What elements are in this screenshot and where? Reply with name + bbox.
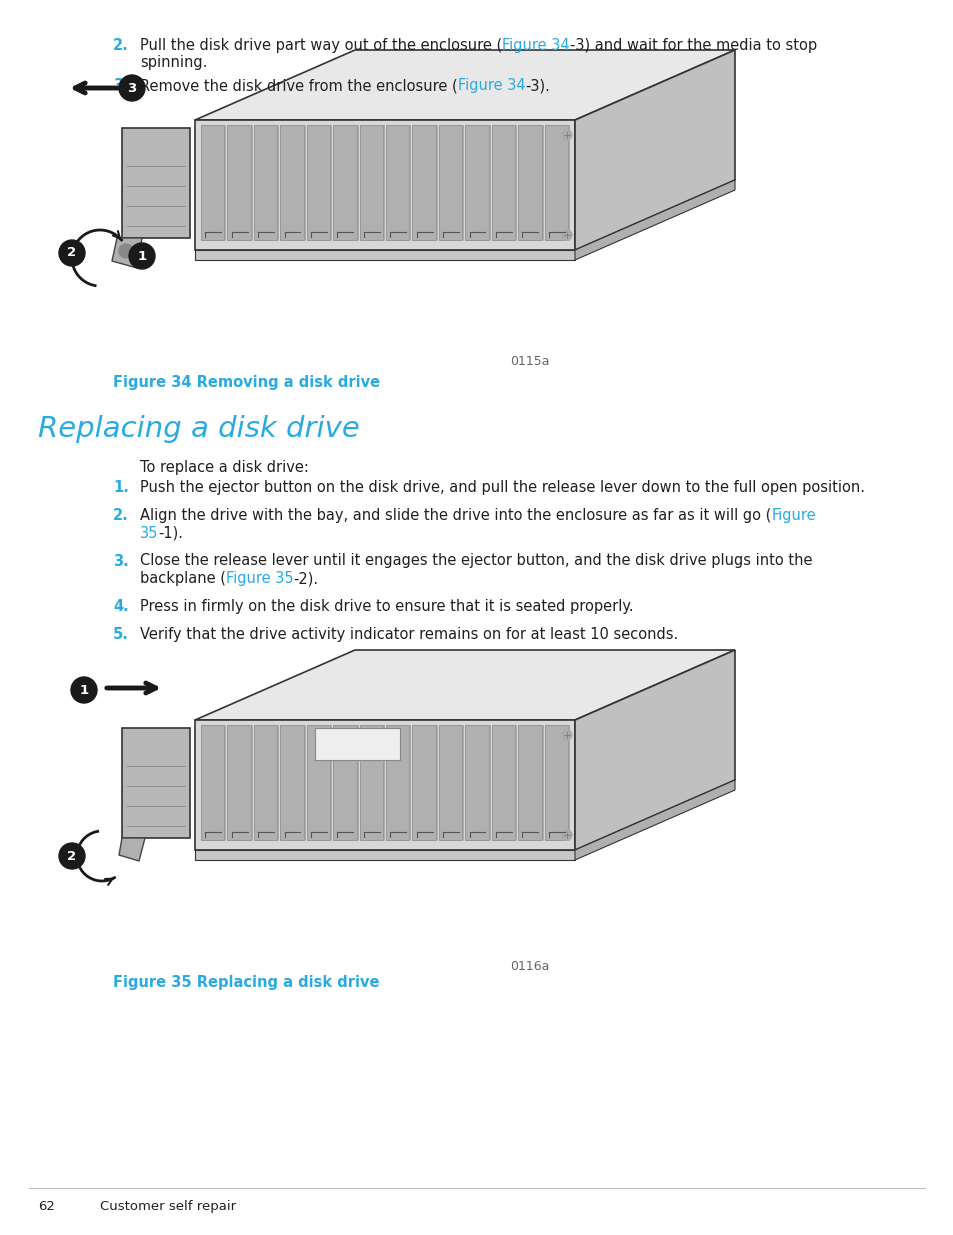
- Polygon shape: [314, 727, 399, 760]
- Text: Close the release lever until it engages the ejector button, and the disk drive : Close the release lever until it engages…: [140, 553, 812, 568]
- Polygon shape: [359, 725, 382, 840]
- Polygon shape: [412, 725, 436, 840]
- Polygon shape: [194, 850, 575, 860]
- Polygon shape: [227, 125, 251, 240]
- Polygon shape: [575, 180, 734, 261]
- Text: 1.: 1.: [112, 480, 129, 495]
- Text: 0116a: 0116a: [510, 960, 549, 973]
- Polygon shape: [575, 49, 734, 249]
- Circle shape: [59, 844, 85, 869]
- Circle shape: [561, 830, 572, 840]
- Polygon shape: [438, 725, 462, 840]
- Text: -3).: -3).: [525, 78, 550, 94]
- Text: 0115a: 0115a: [510, 354, 549, 368]
- Text: Verify that the drive activity indicator remains on for at least 10 seconds.: Verify that the drive activity indicator…: [140, 627, 678, 642]
- Polygon shape: [491, 725, 515, 840]
- Text: 35: 35: [140, 526, 158, 541]
- Text: To replace a disk drive:: To replace a disk drive:: [140, 459, 309, 475]
- Polygon shape: [194, 120, 575, 249]
- Polygon shape: [333, 125, 356, 240]
- Text: -2).: -2).: [294, 571, 318, 585]
- Polygon shape: [575, 650, 734, 850]
- Polygon shape: [491, 125, 515, 240]
- Text: Customer self repair: Customer self repair: [100, 1200, 236, 1213]
- Text: 1: 1: [137, 249, 147, 263]
- Text: 3.: 3.: [112, 78, 129, 94]
- Polygon shape: [253, 125, 277, 240]
- Circle shape: [129, 243, 154, 269]
- Polygon shape: [333, 725, 356, 840]
- Text: Figure 34 Removing a disk drive: Figure 34 Removing a disk drive: [112, 375, 379, 390]
- Circle shape: [561, 130, 572, 140]
- Polygon shape: [575, 781, 734, 860]
- Text: Press in firmly on the disk drive to ensure that it is seated properly.: Press in firmly on the disk drive to ens…: [140, 599, 633, 614]
- Text: -3) and wait for the media to stop: -3) and wait for the media to stop: [569, 38, 816, 53]
- Polygon shape: [194, 49, 734, 120]
- Circle shape: [119, 75, 145, 101]
- Text: 2: 2: [68, 247, 76, 259]
- Text: 3.: 3.: [112, 553, 129, 568]
- Polygon shape: [465, 125, 488, 240]
- Polygon shape: [544, 125, 567, 240]
- Polygon shape: [386, 725, 409, 840]
- Polygon shape: [386, 125, 409, 240]
- Polygon shape: [517, 125, 541, 240]
- Polygon shape: [112, 238, 142, 268]
- Text: 2.: 2.: [112, 38, 129, 53]
- Text: 4.: 4.: [112, 599, 129, 614]
- Polygon shape: [307, 125, 330, 240]
- Polygon shape: [280, 725, 303, 840]
- Polygon shape: [280, 125, 303, 240]
- Polygon shape: [517, 725, 541, 840]
- Text: Figure 34: Figure 34: [457, 78, 525, 94]
- Polygon shape: [201, 725, 224, 840]
- Circle shape: [561, 230, 572, 240]
- Polygon shape: [307, 725, 330, 840]
- Text: 3: 3: [128, 82, 136, 95]
- Text: 2.: 2.: [112, 508, 129, 522]
- Circle shape: [71, 677, 97, 703]
- Text: Replacing a disk drive: Replacing a disk drive: [38, 415, 359, 443]
- Text: Align the drive with the bay, and slide the drive into the enclosure as far as i: Align the drive with the bay, and slide …: [140, 508, 771, 522]
- Text: Figure 35: Figure 35: [226, 571, 294, 585]
- Text: 62: 62: [38, 1200, 55, 1213]
- Polygon shape: [359, 125, 382, 240]
- Polygon shape: [544, 725, 567, 840]
- Polygon shape: [201, 125, 224, 240]
- Text: backplane (: backplane (: [140, 571, 226, 585]
- Polygon shape: [194, 720, 575, 850]
- Polygon shape: [194, 650, 734, 720]
- Polygon shape: [465, 725, 488, 840]
- Text: Pull the disk drive part way out of the enclosure (: Pull the disk drive part way out of the …: [140, 38, 501, 53]
- Text: Figure 34: Figure 34: [501, 38, 569, 53]
- Circle shape: [59, 240, 85, 266]
- Polygon shape: [438, 125, 462, 240]
- Polygon shape: [194, 249, 575, 261]
- Text: Figure 35 Replacing a disk drive: Figure 35 Replacing a disk drive: [112, 974, 379, 990]
- Polygon shape: [227, 725, 251, 840]
- Text: 1: 1: [79, 683, 89, 697]
- Text: Figure: Figure: [771, 508, 815, 522]
- Circle shape: [119, 245, 132, 258]
- Polygon shape: [122, 128, 190, 238]
- Polygon shape: [119, 839, 145, 861]
- Polygon shape: [412, 125, 436, 240]
- Polygon shape: [122, 727, 190, 839]
- Text: Remove the disk drive from the enclosure (: Remove the disk drive from the enclosure…: [140, 78, 457, 94]
- Text: 5.: 5.: [112, 627, 129, 642]
- Text: spinning.: spinning.: [140, 56, 207, 70]
- Text: 2: 2: [68, 850, 76, 862]
- Text: -1).: -1).: [158, 526, 183, 541]
- Text: Push the ejector button on the disk drive, and pull the release lever down to th: Push the ejector button on the disk driv…: [140, 480, 864, 495]
- Circle shape: [561, 730, 572, 740]
- Polygon shape: [253, 725, 277, 840]
